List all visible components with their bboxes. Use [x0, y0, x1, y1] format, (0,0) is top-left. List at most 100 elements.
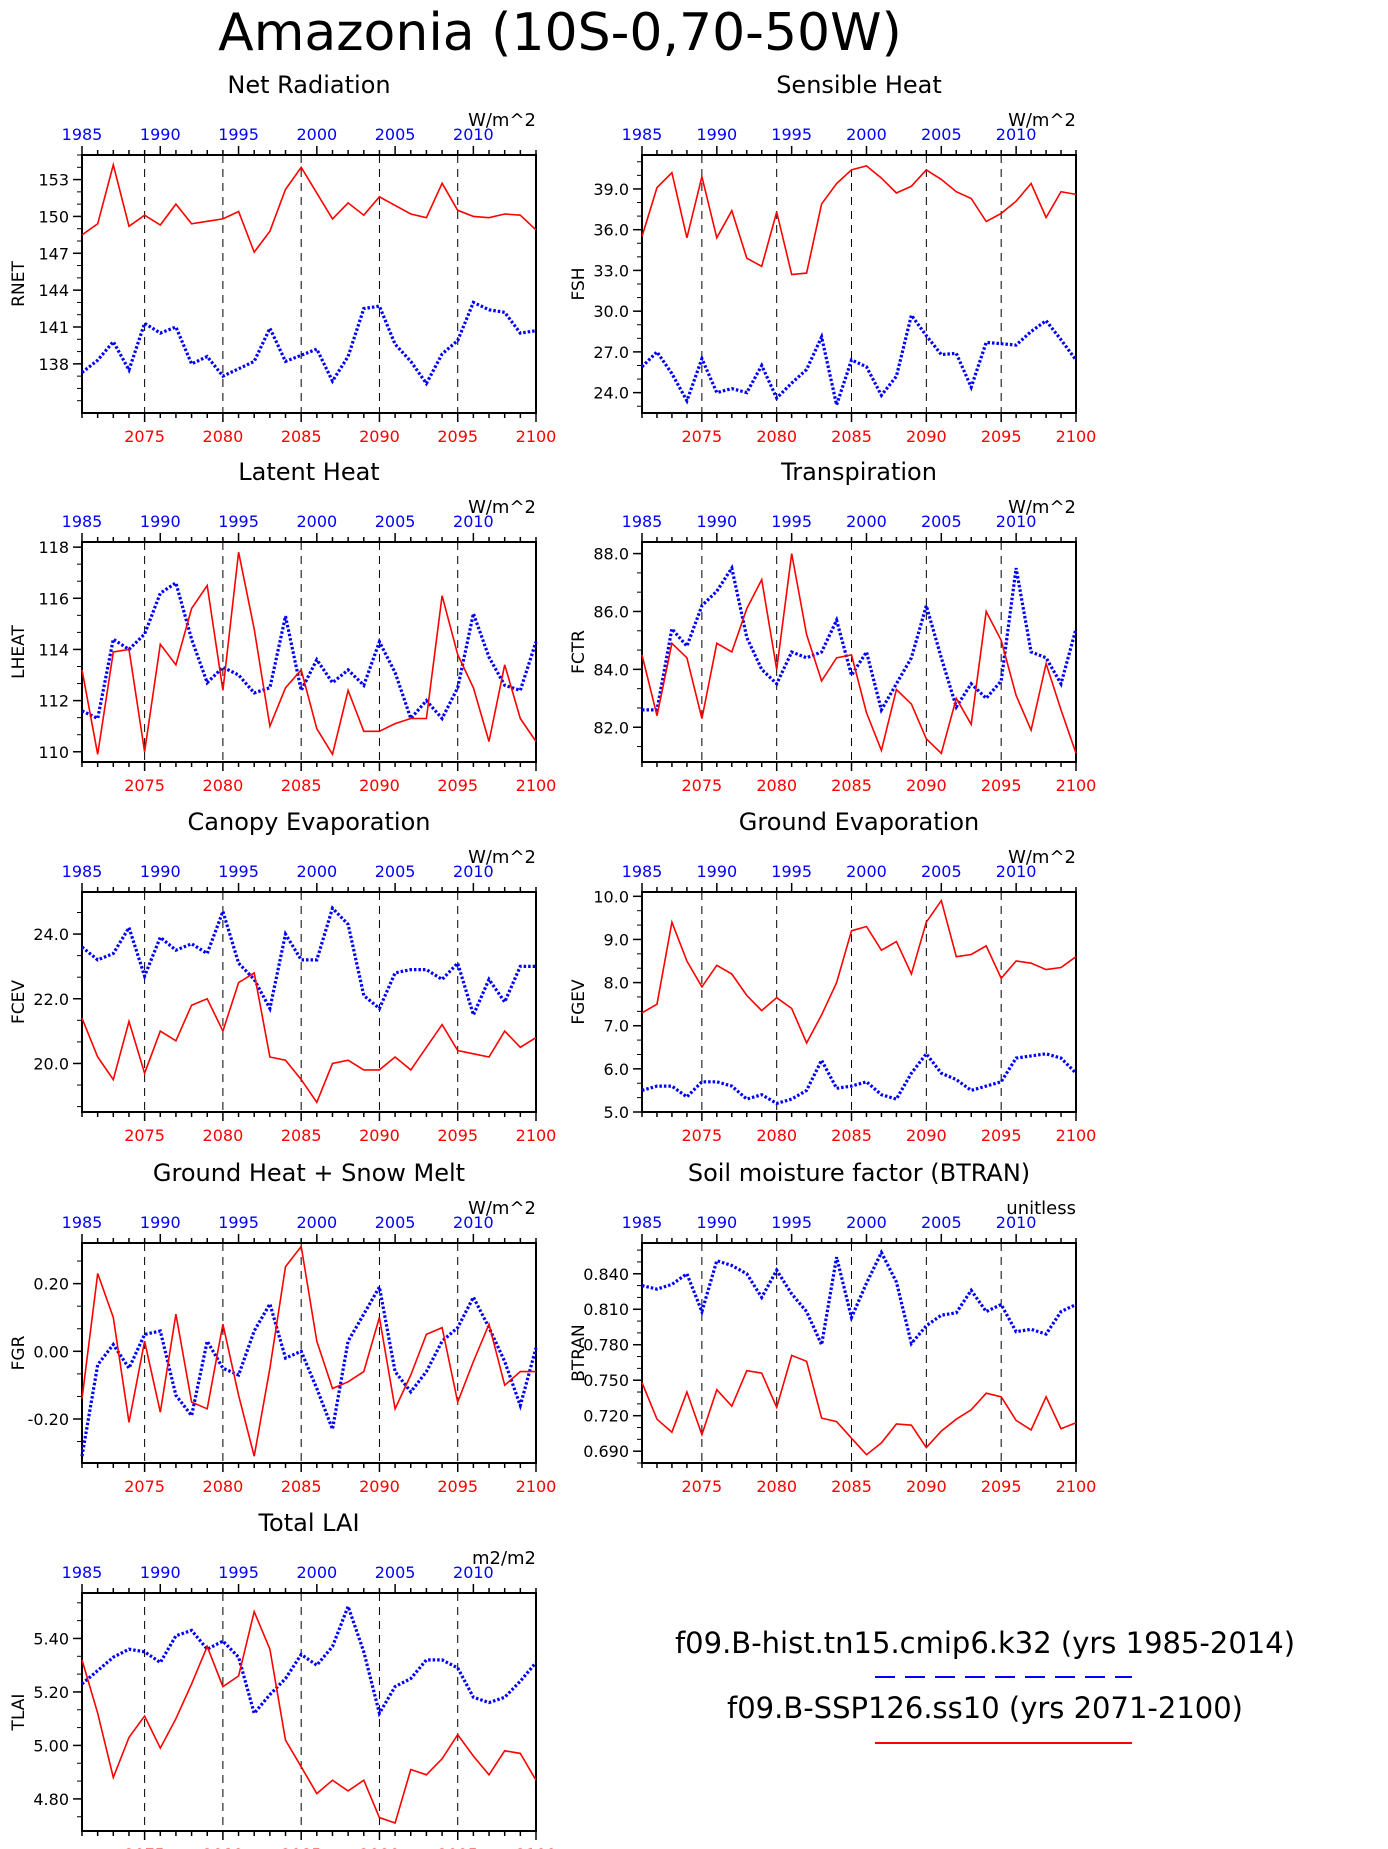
x-tick-label-fgev-2095: 2095: [981, 1126, 1022, 1145]
x-top-tick-label-lheat-2005: 2005: [375, 512, 416, 531]
x-tick-label-fcev-2095: 2095: [437, 1126, 478, 1145]
y-tick-label-fgr-0.20: 0.20: [33, 1275, 69, 1294]
y-tick-label-fsh-33.0: 33.0: [593, 261, 629, 280]
series-hist-fctr: [642, 564, 1078, 715]
y-tick-label-tlai-5.00: 5.00: [33, 1736, 69, 1755]
chart-units-tlai: m2/m2: [472, 1548, 536, 1569]
main-title-text: Amazonia (10S-0,70-50W): [218, 3, 902, 63]
series-ssp-lheat: [81, 552, 537, 757]
plot-frame-btran: [641, 1242, 1077, 1464]
x-top-tick-label-fgev-1985: 1985: [622, 862, 663, 881]
chart-title-fgev: Ground Evaporation: [739, 808, 979, 836]
y-tick-label-fsh-27.0: 27.0: [593, 343, 629, 362]
x-top-tick-label-fgev-2010: 2010: [996, 862, 1037, 881]
y-tick-label-tlai-4.80: 4.80: [33, 1790, 69, 1809]
y-axis-label-lheat: LHEAT: [9, 625, 29, 679]
x-tick-label-fgr-2080: 2080: [203, 1477, 244, 1496]
x-top-tick-label-tlai-1985: 1985: [62, 1563, 103, 1582]
x-tick-label-fcev-2085: 2085: [281, 1126, 322, 1145]
series-ssp-fsh: [641, 165, 1077, 276]
x-tick-label-rnet-2095: 2095: [437, 427, 478, 446]
x-top-tick-label-btran-2000: 2000: [846, 1213, 887, 1232]
chart-units-fgr: W/m^2: [468, 1198, 536, 1219]
chart-tlai: Total LAI m2/m2 2075 2080 2085 2090 2095 2100 19…: [9, 1509, 556, 1849]
x-top-tick-label-fcev-1995: 1995: [218, 862, 259, 881]
x-top-tick-label-fgr-1995: 1995: [218, 1213, 259, 1232]
x-tick-label-rnet-2075: 2075: [124, 427, 165, 446]
chart-title-btran: Soil moisture factor (BTRAN): [688, 1159, 1030, 1187]
y-tick-label-lheat-110: 110: [38, 743, 69, 762]
chart-units-fgev: W/m^2: [1008, 847, 1076, 868]
y-axis-label-fgr: FGR: [9, 1335, 29, 1370]
x-tick-label-tlai-2080: 2080: [203, 1845, 244, 1849]
x-top-tick-label-fcev-2000: 2000: [296, 862, 337, 881]
y-tick-label-rnet-147: 147: [38, 244, 69, 263]
chart-title-fsh: Sensible Heat: [776, 71, 942, 99]
series-hist-btran: [641, 1248, 1077, 1351]
x-top-tick-label-fcev-1985: 1985: [62, 862, 103, 881]
chart-fcev: Canopy Evaporation W/m^2 2075 2080 2085 2090 2…: [9, 808, 556, 1145]
x-tick-label-lheat-2090: 2090: [359, 776, 400, 795]
x-top-tick-label-btran-1990: 1990: [696, 1213, 737, 1232]
x-tick-label-fsh-2090: 2090: [906, 427, 947, 446]
y-tick-label-rnet-150: 150: [38, 207, 69, 226]
x-top-tick-label-rnet-1995: 1995: [218, 125, 259, 144]
x-tick-label-fgev-2075: 2075: [682, 1126, 723, 1145]
y-tick-label-tlai-5.40: 5.40: [33, 1629, 69, 1648]
x-tick-label-btran-2090: 2090: [906, 1477, 947, 1496]
x-top-tick-label-rnet-1990: 1990: [140, 125, 181, 144]
y-tick-label-fgev-7.0: 7.0: [604, 1017, 629, 1036]
x-top-tick-label-fgr-1985: 1985: [62, 1213, 103, 1232]
x-tick-label-fgr-2090: 2090: [359, 1477, 400, 1496]
y-tick-label-fgr--0.20: -0.20: [28, 1410, 69, 1429]
x-tick-label-fsh-2100: 2100: [1056, 427, 1097, 446]
series-ssp-fgr: [81, 1244, 536, 1457]
x-tick-label-fgr-2095: 2095: [437, 1477, 478, 1496]
y-axis-label-rnet: RNET: [9, 261, 29, 307]
y-tick-label-fgev-5.0: 5.0: [604, 1103, 629, 1122]
x-tick-label-lheat-2100: 2100: [516, 776, 557, 795]
series-ssp-tlai: [81, 1609, 537, 1825]
x-top-tick-label-fcev-2010: 2010: [453, 862, 494, 881]
series-ssp-fcev: [81, 971, 537, 1104]
y-axis-label-fcev: FCEV: [9, 980, 29, 1024]
x-top-tick-label-fgr-2005: 2005: [375, 1213, 416, 1232]
x-tick-label-fsh-2095: 2095: [981, 427, 1022, 446]
y-tick-label-fctr-82.0: 82.0: [593, 718, 629, 737]
chart-title-fctr: Transpiration: [780, 458, 937, 486]
x-top-tick-label-fgr-2000: 2000: [296, 1213, 337, 1232]
x-top-tick-label-tlai-2010: 2010: [453, 1563, 494, 1582]
y-tick-label-fcev-22.0: 22.0: [33, 990, 69, 1009]
y-tick-label-btran-0.720: 0.720: [583, 1407, 629, 1426]
x-tick-label-fsh-2085: 2085: [831, 427, 872, 446]
x-tick-label-fcev-2080: 2080: [203, 1126, 244, 1145]
y-tick-label-btran-0.810: 0.810: [583, 1300, 629, 1319]
x-tick-label-fctr-2085: 2085: [831, 776, 872, 795]
x-top-tick-label-fgr-2010: 2010: [453, 1213, 494, 1232]
chart-lheat: Latent Heat W/m^2 2075 2080 2085 2090 2095 2100…: [9, 458, 556, 795]
chart-units-btran: unitless: [1006, 1198, 1076, 1219]
x-top-tick-label-tlai-2005: 2005: [375, 1563, 416, 1582]
series-ssp-fgev: [641, 898, 1077, 1045]
x-top-tick-label-fgev-2000: 2000: [846, 862, 887, 881]
x-top-tick-label-lheat-2010: 2010: [453, 512, 494, 531]
x-tick-label-lheat-2080: 2080: [203, 776, 244, 795]
x-tick-label-rnet-2090: 2090: [359, 427, 400, 446]
legend-hist-label: f09.B-hist.tn15.cmip6.k32 (yrs 1985-2014…: [675, 1626, 1295, 1660]
chart-fsh: Sensible Heat W/m^2 2075 2080 2085 2090 2095 21…: [569, 71, 1096, 446]
y-axis-label-btran: BTRAN: [569, 1324, 589, 1382]
y-tick-label-fgev-6.0: 6.0: [604, 1060, 629, 1079]
x-top-tick-label-rnet-1985: 1985: [62, 125, 103, 144]
y-tick-label-fcev-20.0: 20.0: [33, 1054, 69, 1073]
x-tick-label-btran-2085: 2085: [831, 1477, 872, 1496]
chart-units-fcev: W/m^2: [468, 847, 536, 868]
x-top-tick-label-btran-1995: 1995: [771, 1213, 812, 1232]
x-tick-label-fsh-2075: 2075: [682, 427, 723, 446]
x-tick-label-fctr-2075: 2075: [682, 776, 723, 795]
x-tick-label-rnet-2100: 2100: [516, 427, 557, 446]
x-tick-label-tlai-2100: 2100: [516, 1845, 557, 1849]
y-tick-label-rnet-144: 144: [38, 281, 69, 300]
series-hist-fgev: [641, 1051, 1078, 1106]
chart-rnet: Net Radiation W/m^2 2075 2080 2085 2090 2095 21…: [9, 71, 556, 446]
